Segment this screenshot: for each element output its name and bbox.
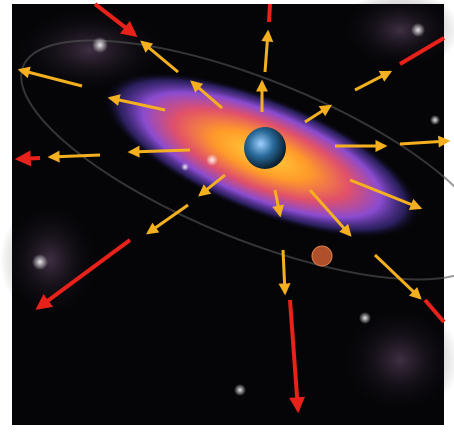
planet <box>311 245 333 267</box>
orbit-ring <box>20 39 454 281</box>
arrows-outer <box>14 2 446 414</box>
galaxies <box>32 23 440 396</box>
earth <box>244 127 286 169</box>
star-clouds <box>0 0 454 415</box>
arrows-inner <box>17 29 451 300</box>
